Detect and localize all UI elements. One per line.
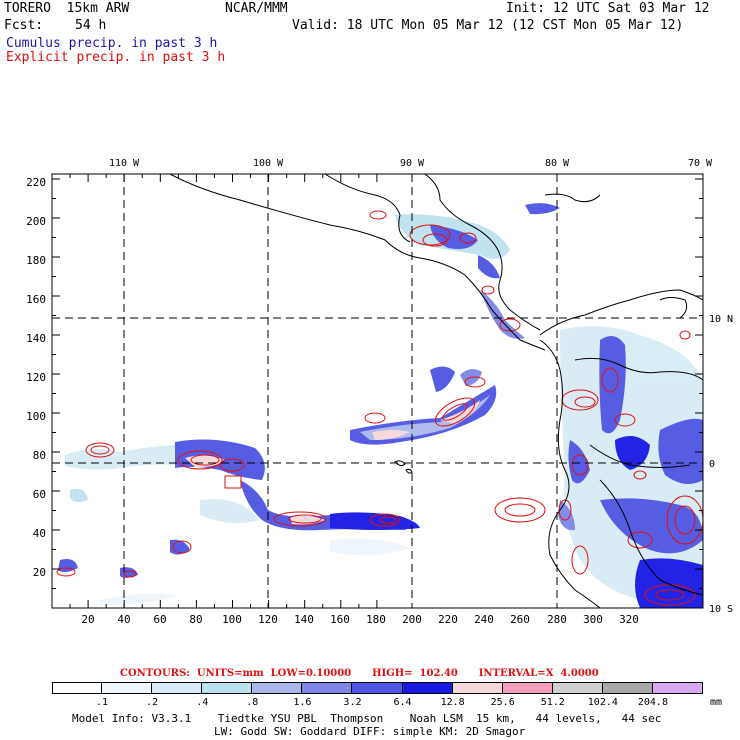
y-tick-label: 100 [26,410,46,423]
legend-swatch [502,682,553,694]
legend-swatch [202,682,253,694]
x-tick-label: 100 [222,613,242,626]
axis-ticks [51,174,703,609]
legend-label: 3.2 [343,697,362,708]
legend-swatch [452,682,503,694]
y-tick-label: 60 [33,488,46,501]
y-tick-label: 160 [26,293,46,306]
legend-label: 1.6 [293,697,312,708]
x-tick-label: 140 [294,613,314,626]
x-tick-label: 60 [153,613,166,626]
legend-label: 51.2 [540,697,565,708]
org-label: NCAR/MMM [225,1,288,16]
x-tick-label: 240 [474,613,494,626]
cumulus-precip-shading [58,203,703,608]
y-tick-label: 200 [26,215,46,228]
legend-label: .1 [96,697,109,708]
coastlines [169,174,703,608]
latitude-labels: 10 N 0 10 S [709,314,733,615]
x-tick-label: 20 [81,613,94,626]
legend-label: 6.4 [393,697,412,708]
lat-label: 0 [709,459,715,470]
forecast-label: Fcst: [4,18,44,33]
legend-swatch [552,682,603,694]
lon-label: 90 W [400,158,425,169]
model-info: Model Info: V3.3.1 Tiedtke YSU PBL Thomp… [72,712,662,725]
valid-time: Valid: 18 UTC Mon 05 Mar 12 (12 CST Mon … [292,18,684,33]
x-tick-label: 260 [510,613,530,626]
x-tick-label: 120 [258,613,278,626]
legend-unit: mm [709,697,723,708]
field-cumulus-label: Cumulus precip. in past 3 h [6,36,218,51]
x-tick-label: 280 [547,613,567,626]
x-tick-label: 300 [583,613,603,626]
legend-label: 204.8 [637,697,668,708]
lat-label: 10 S [709,604,733,615]
x-tick-label: 200 [402,613,422,626]
y-tick-label: 20 [33,566,46,579]
x-tick-label: 220 [438,613,458,626]
y-tick-label: 120 [26,371,46,384]
legend-swatch [402,682,453,694]
legend-label: 12.8 [440,697,465,708]
model-physics: LW: Godd SW: Goddard DIFF: simple KM: 2D… [214,725,526,738]
legend-frame [52,682,703,694]
x-tick-label: 80 [189,613,202,626]
legend-swatch [352,682,403,694]
init-time: Init: 12 UTC Sat 03 Mar 12 [506,1,710,16]
lon-label: 80 W [545,158,570,169]
legend-swatch [602,682,653,694]
x-tick-label: 160 [330,613,350,626]
legend-label: .2 [146,697,159,708]
y-tick-label: 220 [26,176,46,189]
model-title: TORERO 15km ARW [4,1,130,16]
explicit-precip-contours [56,210,703,606]
legend-label: 25.6 [490,697,515,708]
y-tick-label: 180 [26,254,46,267]
legend-label: .8 [246,697,259,708]
lat-label: 10 N [709,314,733,325]
x-tick-label: 320 [619,613,639,626]
x-tick-labels: 20 40 60 80 100 120 140 160 180 200 220 … [81,613,639,626]
y-tick-label: 140 [26,332,46,345]
legend-swatch [102,682,153,694]
legend-swatch [252,682,303,694]
x-tick-label: 40 [117,613,130,626]
legend-label: 102.4 [587,697,618,708]
plot-frame [51,173,704,609]
x-tick-label: 180 [366,613,386,626]
longitude-labels: 110 W 100 W 90 W 80 W 70 W [109,158,713,169]
lon-label: 110 W [109,158,140,169]
y-tick-label: 40 [33,527,46,540]
legend-label: .4 [196,697,209,708]
y-tick-labels: 20 40 60 80 100 120 140 160 180 200 220 [26,176,46,579]
lon-label: 70 W [688,158,713,169]
lon-label: 100 W [253,158,284,169]
legend-swatch [302,682,353,694]
latlon-grid [52,174,703,608]
y-tick-label: 80 [33,449,46,462]
legend-swatch [52,682,103,694]
contours-info: CONTOURS: UNITS=mm LOW=0.10000 HIGH= 102… [120,668,599,679]
legend-swatch [152,682,203,694]
field-explicit-label: Explicit precip. in past 3 h [6,50,226,65]
forecast-hours: 54 h [75,18,107,33]
